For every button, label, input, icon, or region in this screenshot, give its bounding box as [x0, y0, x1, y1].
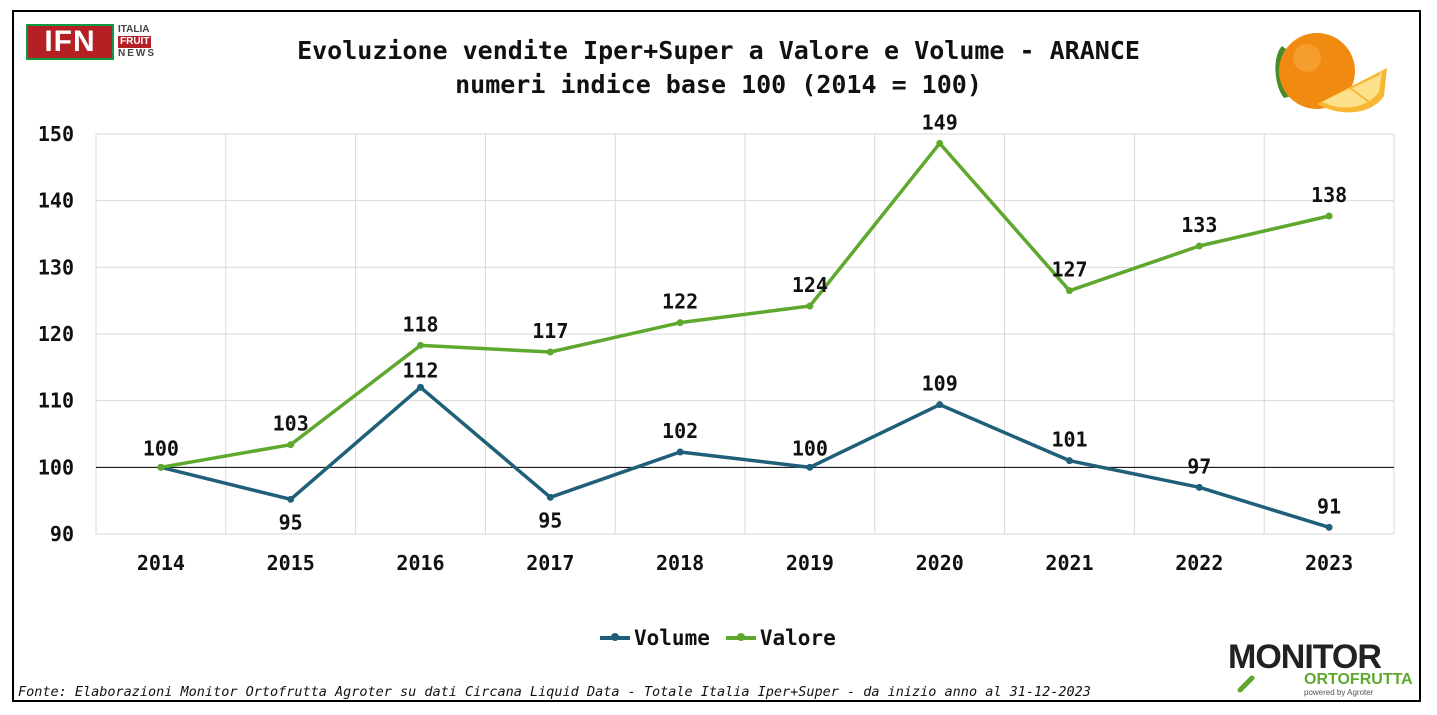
point-valore-2022	[1195, 242, 1203, 250]
point-volume-2019	[806, 463, 814, 471]
point-volume-2020	[936, 401, 944, 409]
point-valore-2020	[936, 139, 944, 147]
data-label-valore-2015: 103	[273, 412, 309, 436]
data-label-volume-2019: 100	[792, 436, 828, 460]
grid	[95, 133, 1395, 535]
series-lines	[157, 139, 1333, 531]
data-label-valore-2021: 127	[1051, 258, 1087, 282]
point-valore-2023	[1325, 212, 1333, 220]
series-line-valore	[160, 141, 1330, 470]
point-volume-2015	[287, 495, 295, 503]
point-volume-2018	[676, 448, 684, 456]
legend-label-valore: Valore	[759, 626, 836, 650]
data-label-volume-2016: 112	[402, 358, 438, 382]
y-tick-label-140: 140	[38, 189, 74, 213]
point-volume-2022	[1195, 483, 1203, 491]
point-valore-2021	[1066, 287, 1073, 295]
point-valore-2017	[546, 348, 554, 356]
legend-item-volume[interactable]: Volume	[600, 626, 710, 650]
legend-item-valore[interactable]: Valore	[725, 626, 836, 650]
legend-label-volume: Volume	[634, 626, 710, 650]
monitor-ortofrutta-logo: MONITOR ORTOFRUTTA powered by Agroter	[1228, 640, 1413, 698]
legend-swatch-volume	[600, 633, 630, 641]
chart-frame	[12, 10, 1421, 702]
point-valore-2014	[157, 463, 165, 471]
y-tick-label-110: 110	[38, 389, 74, 413]
x-tick-label-2017: 2017	[526, 551, 574, 575]
data-label-valore-2014: 100	[143, 436, 179, 460]
point-volume-2016	[417, 383, 424, 391]
x-tick-label-2023: 2023	[1305, 551, 1353, 575]
y-tick-label-90: 90	[50, 522, 74, 546]
data-label-volume-2021: 101	[1051, 428, 1087, 452]
y-tick-label-120: 120	[38, 322, 74, 346]
point-volume-2023	[1325, 523, 1333, 531]
monitor-logo-sub: ORTOFRUTTA	[1304, 671, 1413, 688]
data-label-volume-2018: 102	[662, 419, 698, 443]
ifn-logo: IFN ITALIA FRUIT NEWS	[26, 24, 176, 64]
point-valore-2015	[287, 441, 295, 449]
y-tick-label-150: 150	[38, 122, 74, 146]
magnifier-icon	[1237, 675, 1255, 693]
data-label-valore-2016: 118	[402, 312, 438, 336]
point-volume-2017	[546, 493, 554, 501]
monitor-logo-powered: powered by Agroter	[1304, 688, 1374, 697]
data-label-volume-2020: 109	[922, 372, 958, 396]
x-tick-label-2022: 2022	[1175, 551, 1223, 575]
ifn-logo-line3: NEWS	[118, 48, 156, 59]
legend-swatch-valore	[725, 633, 756, 641]
point-volume-2021	[1066, 457, 1073, 465]
ifn-logo-text: ITALIA FRUIT NEWS	[118, 24, 174, 60]
data-label-volume-2022: 97	[1187, 454, 1211, 478]
point-valore-2019	[806, 302, 814, 310]
monitor-logo-word: MONITOR	[1228, 638, 1382, 676]
point-valore-2016	[417, 341, 424, 349]
series-line-volume	[160, 385, 1330, 530]
legend: Volume Valore	[600, 626, 836, 650]
x-tick-label-2021: 2021	[1045, 551, 1093, 575]
data-label-volume-2017: 95	[538, 508, 562, 532]
y-axis-ticks: 90 100 110 120 130 140 150	[38, 122, 74, 546]
data-label-valore-2018: 122	[662, 290, 698, 314]
chart-subtitle: numeri indice base 100 (2014 = 100)	[455, 70, 982, 99]
y-tick-label-130: 130	[38, 255, 74, 279]
data-label-valore-2019: 124	[792, 273, 828, 297]
data-label-valore-2017: 117	[532, 319, 568, 343]
data-label-valore-2023: 138	[1311, 183, 1347, 207]
x-tick-label-2020: 2020	[916, 551, 964, 575]
data-labels: 95 112 95 102 100 109 101 97 91 100 103 118 117 122 12…	[143, 110, 1347, 534]
x-tick-label-2014: 2014	[137, 551, 185, 575]
data-label-valore-2022: 133	[1181, 213, 1217, 237]
chart-title: Evoluzione vendite Iper+Super a Valore e…	[297, 36, 1140, 65]
point-valore-2018	[676, 319, 684, 327]
x-tick-label-2016: 2016	[396, 551, 444, 575]
ifn-logo-line1: ITALIA	[118, 24, 150, 35]
data-label-volume-2023: 91	[1317, 494, 1341, 518]
x-tick-label-2018: 2018	[656, 551, 704, 575]
ifn-logo-mark: IFN	[26, 24, 114, 60]
x-tick-label-2019: 2019	[786, 551, 834, 575]
source-note: Fonte: Elaborazioni Monitor Ortofrutta A…	[18, 684, 1091, 700]
y-tick-label-100: 100	[38, 455, 74, 479]
x-axis-ticks: 2014 2015 2016 2017 2018 2019 2020 2021 2022 2023	[137, 551, 1353, 575]
x-tick-label-2015: 2015	[267, 551, 315, 575]
data-label-volume-2015: 95	[279, 510, 303, 534]
orange-fruit-image	[1275, 33, 1387, 113]
data-label-valore-2020: 149	[922, 110, 958, 134]
ifn-logo-line2: FRUIT	[118, 36, 152, 48]
